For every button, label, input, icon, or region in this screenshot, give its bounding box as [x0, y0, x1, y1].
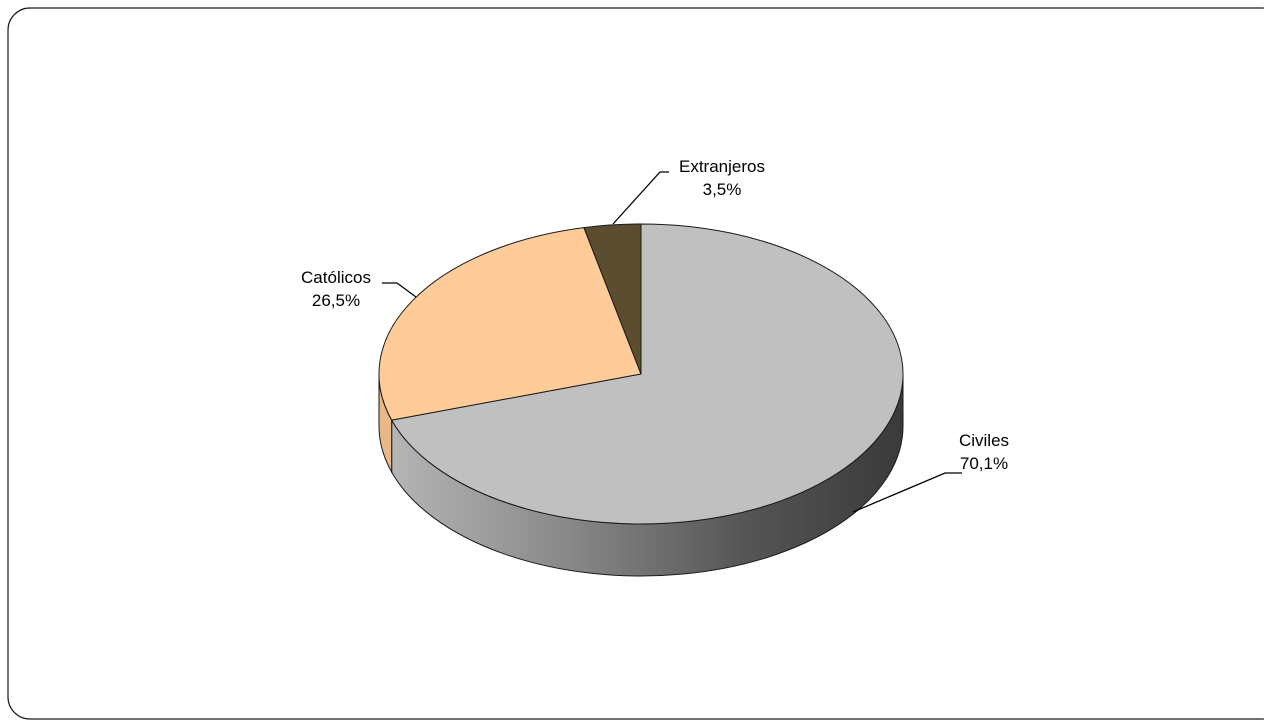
slice-label-civiles: Civiles [959, 431, 1009, 450]
leader-line-catolicos [382, 282, 417, 298]
pie-tops [378, 223, 904, 525]
slice-value-label-catolicos: 26,5% [312, 291, 360, 310]
slice-value-label-civiles: 70,1% [960, 454, 1008, 473]
slice-catolicos [378, 227, 642, 421]
pie-labels: Civiles 70,1% Católicos 26,5% Extranjeros 3,5… [301, 157, 1009, 473]
slice-label-catolicos: Católicos [301, 268, 371, 287]
leader-line-civiles [852, 472, 962, 513]
slice-value-label-extranjeros: 3,5% [703, 180, 742, 199]
slice-extranjeros [583, 223, 642, 375]
slice-label-extranjeros: Extranjeros [679, 157, 765, 176]
pie-leader-lines [382, 171, 962, 513]
leader-line-extranjeros [612, 171, 669, 225]
slice-civiles [391, 223, 904, 525]
